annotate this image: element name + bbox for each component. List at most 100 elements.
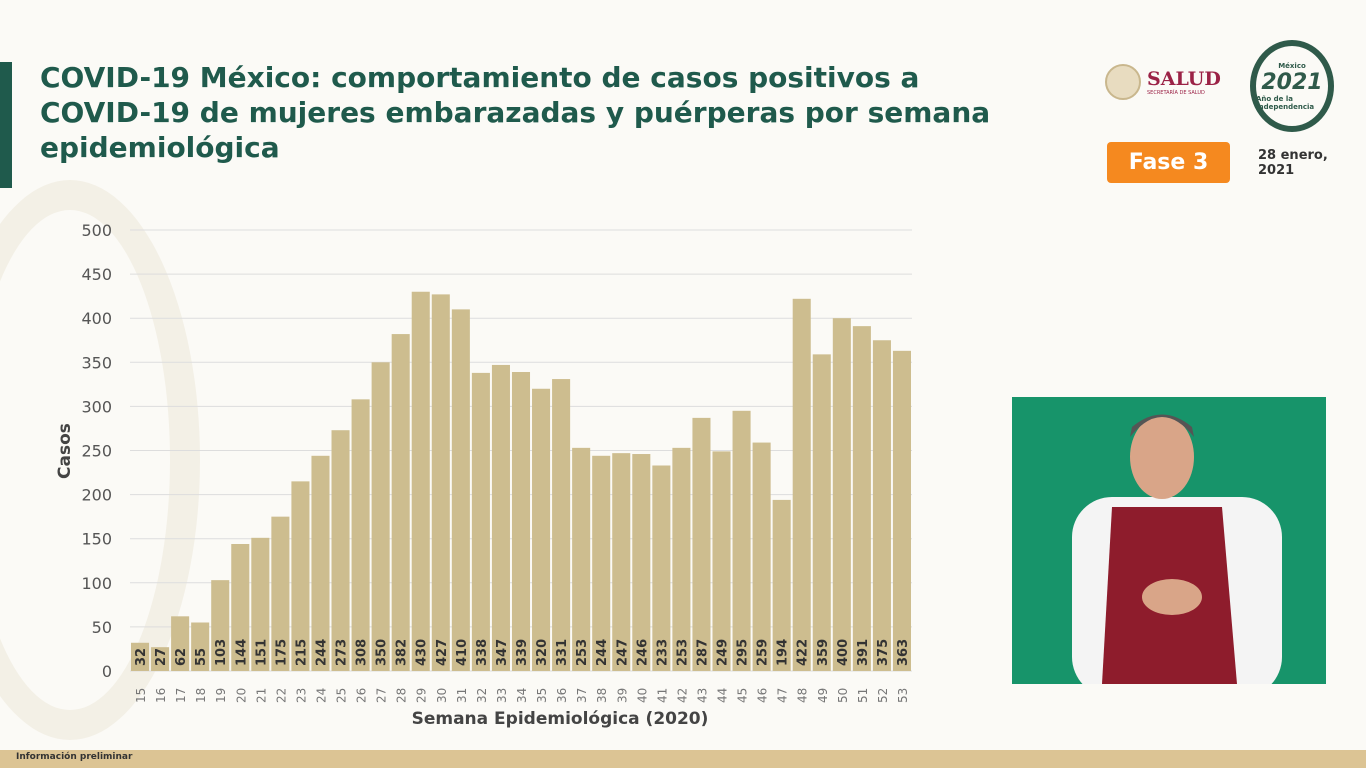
x-tick-label: 53: [896, 688, 910, 703]
x-tick-label: 27: [375, 688, 389, 703]
bar: [471, 372, 490, 671]
x-tick-label: 39: [615, 688, 629, 703]
bar: [572, 447, 591, 671]
data-label: 259: [756, 639, 771, 666]
bar: [772, 499, 791, 671]
date-label: 28 enero, 2021: [1258, 148, 1328, 178]
x-tick-label: 28: [395, 688, 409, 703]
logo-sub: Año de la Independencia: [1256, 94, 1315, 111]
data-label: 215: [294, 639, 309, 666]
bar: [852, 326, 871, 671]
y-tick-label: 300: [81, 397, 112, 416]
x-axis-label: Semana Epidemiológica (2020): [412, 709, 709, 729]
data-label: 233: [655, 639, 670, 666]
x-tick-label: 52: [876, 688, 890, 703]
salud-sub: SECRETARÍA DE SALUD: [1147, 90, 1205, 96]
bar: [271, 516, 290, 671]
x-tick-label: 29: [415, 688, 429, 703]
logo-year: 2021: [1261, 69, 1323, 95]
bar: [612, 453, 631, 671]
data-label: 244: [314, 639, 329, 666]
bar: [872, 340, 891, 671]
x-tick-label: 26: [355, 688, 369, 703]
bar: [391, 334, 410, 671]
x-tick-label: 20: [234, 688, 248, 703]
data-label: 246: [635, 639, 650, 666]
x-tick-label: 15: [134, 688, 148, 703]
bar: [632, 454, 651, 671]
bar: [511, 372, 531, 671]
data-label: 253: [675, 639, 690, 666]
x-tick-label: 25: [335, 688, 349, 703]
bar: [171, 616, 190, 671]
data-label: 338: [475, 639, 490, 666]
y-tick-label: 250: [81, 442, 112, 461]
data-label: 427: [435, 639, 450, 666]
data-label: 194: [776, 639, 791, 666]
x-tick-label: 22: [274, 688, 288, 703]
x-tick-label: 21: [254, 688, 268, 703]
data-label: 151: [254, 639, 269, 666]
bar: [211, 580, 230, 671]
bar: [592, 455, 611, 671]
bar: [351, 399, 370, 671]
data-label: 382: [395, 639, 410, 666]
page-title: COVID-19 México: comportamiento de casos…: [40, 61, 991, 164]
bar: [451, 309, 470, 671]
bar: [251, 537, 270, 671]
x-tick-label: 32: [475, 688, 489, 703]
bar: [652, 465, 671, 671]
bar: [371, 362, 390, 671]
x-tick-label: 33: [495, 688, 509, 703]
data-label: 363: [896, 639, 911, 666]
x-tick-label: 16: [154, 688, 168, 703]
sign-language-interpreter-video: [1012, 397, 1326, 684]
x-tick-label: 35: [535, 688, 549, 703]
data-label: 339: [515, 639, 530, 666]
x-tick-label: 42: [675, 688, 689, 703]
x-tick-label: 50: [836, 688, 850, 703]
bar: [431, 294, 450, 671]
data-label: 249: [716, 639, 731, 666]
x-tick-label: 46: [756, 688, 770, 703]
bar: [692, 417, 711, 671]
y-tick-label: 100: [81, 574, 112, 593]
bar: [331, 430, 350, 671]
data-label: 253: [575, 639, 590, 666]
data-label: 103: [214, 639, 229, 666]
bar: [532, 388, 551, 671]
footer-note: Información preliminar: [0, 750, 1366, 768]
bar: [191, 622, 210, 671]
x-tick-label: 51: [856, 688, 870, 703]
y-axis-label: Casos: [55, 423, 75, 479]
x-tick-label: 19: [214, 688, 228, 703]
data-label: 400: [836, 639, 851, 666]
x-tick-label: 38: [595, 688, 609, 703]
data-label: 308: [355, 639, 370, 666]
data-label: 144: [234, 639, 249, 666]
bar: [752, 442, 771, 671]
bar: [552, 379, 571, 671]
data-label: 422: [796, 639, 811, 666]
bar: [491, 364, 510, 671]
seal-icon: [1105, 64, 1141, 100]
bar: [812, 354, 831, 671]
y-tick-label: 350: [81, 353, 112, 372]
x-tick-label: 45: [736, 688, 750, 703]
data-label: 273: [335, 639, 350, 666]
bar: [231, 543, 250, 671]
x-tick-label: 48: [796, 688, 810, 703]
data-label: 27: [154, 648, 169, 666]
x-tick-label: 18: [194, 688, 208, 703]
data-label: 244: [595, 639, 610, 666]
y-tick-label: 200: [81, 486, 112, 505]
data-label: 295: [736, 639, 751, 666]
y-tick-label: 150: [81, 530, 112, 549]
salud-label: SALUD: [1147, 68, 1221, 90]
data-label: 32: [134, 648, 149, 666]
x-tick-label: 23: [294, 688, 308, 703]
bar: [792, 298, 811, 671]
data-label: 347: [495, 639, 510, 666]
bar: [832, 318, 851, 671]
